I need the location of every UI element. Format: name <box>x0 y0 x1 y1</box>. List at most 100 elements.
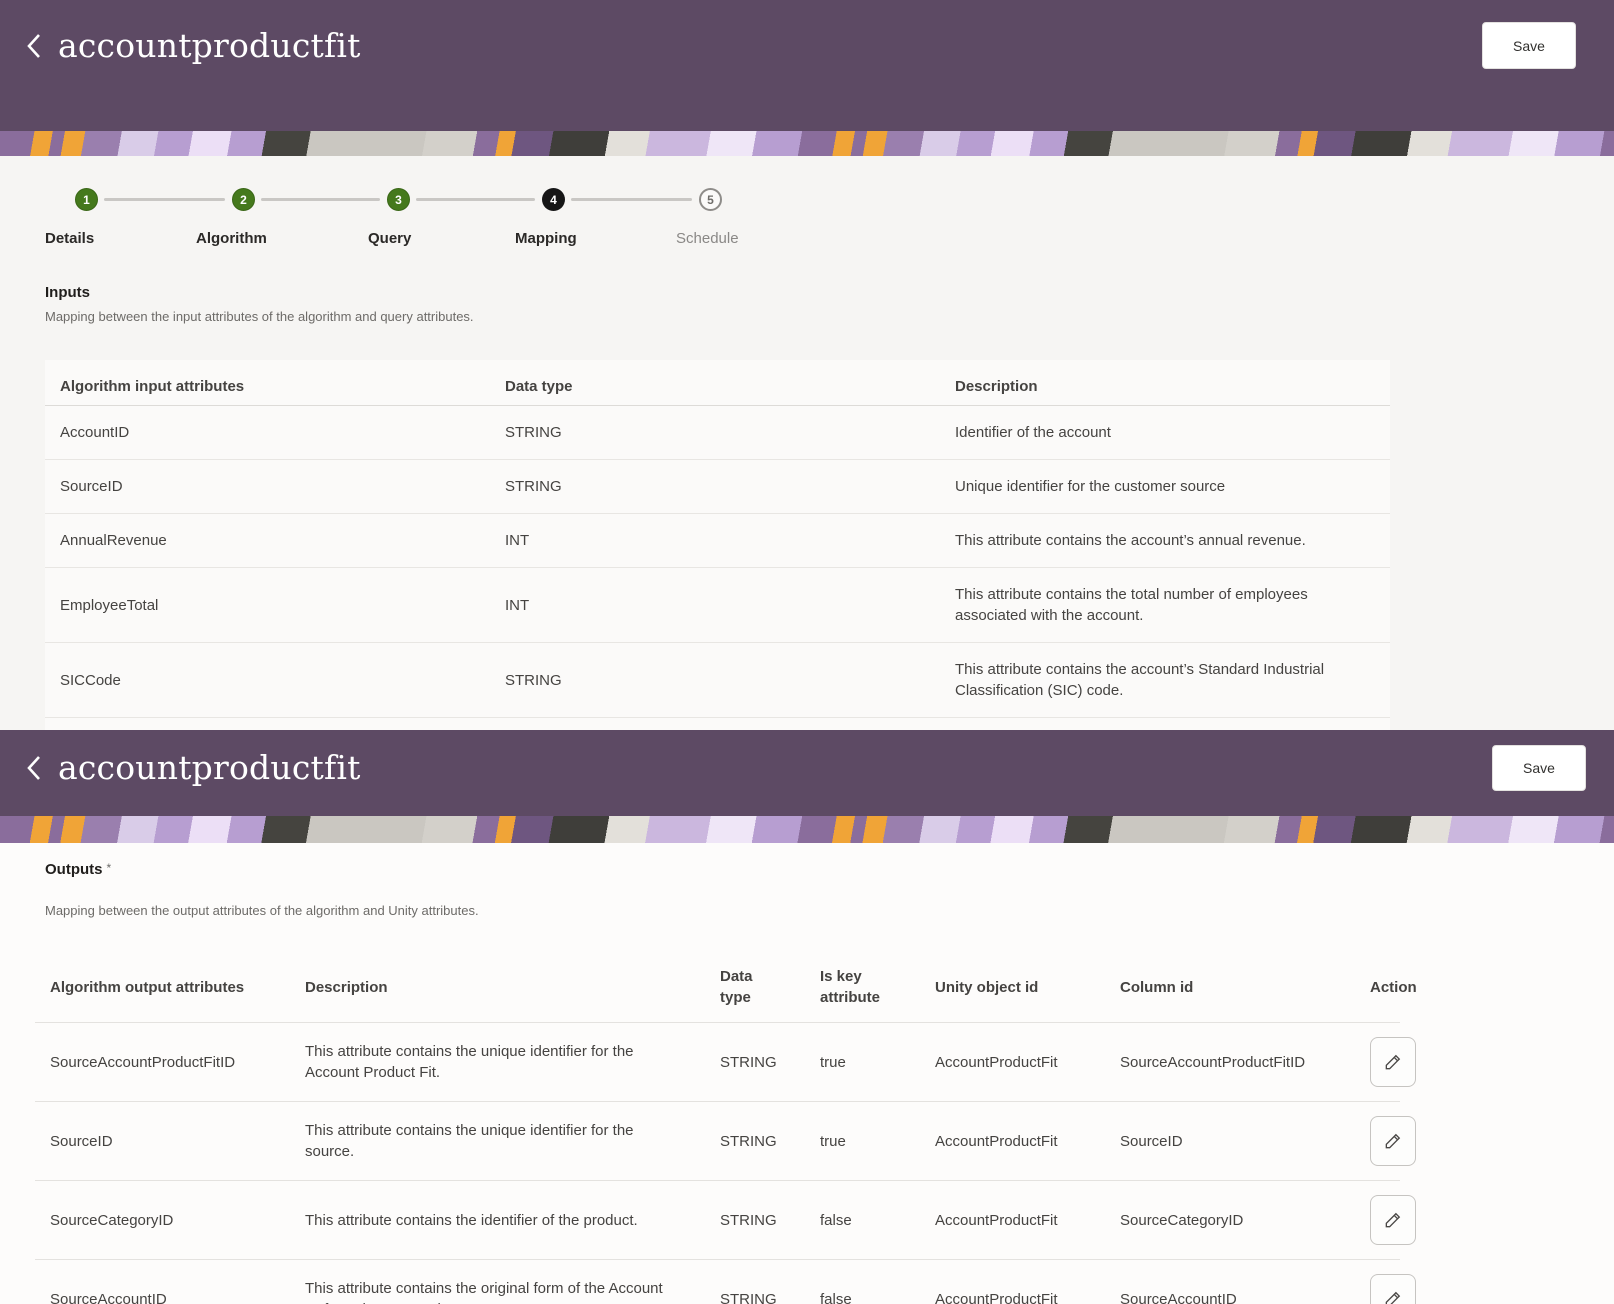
output-is-key: true <box>820 1132 846 1150</box>
table-row: AccountID STRING Identifier of the accou… <box>45 406 1390 460</box>
column-header-column-id: Column id <box>1120 978 1194 996</box>
output-is-key: true <box>820 1053 846 1071</box>
inputs-table-header: Algorithm input attributes Data type Des… <box>45 360 1390 406</box>
pencil-icon <box>1385 1212 1401 1228</box>
step-4-number: 4 <box>550 192 557 207</box>
table-row: AnnualRevenue INT This attribute contain… <box>45 514 1390 568</box>
step-label-algorithm: Algorithm <box>196 230 267 247</box>
edit-mapping-button[interactable] <box>1370 1037 1416 1087</box>
input-attribute: SourceID <box>60 478 123 495</box>
decorative-pattern-strip <box>0 131 1614 156</box>
output-is-key: false <box>820 1290 852 1304</box>
output-column-id: SourceAccountID <box>1120 1290 1237 1304</box>
step-connector <box>416 198 535 201</box>
output-data-type: STRING <box>720 1053 777 1071</box>
output-column-id: SourceID <box>1120 1132 1183 1150</box>
output-description: This attribute contains the identifier o… <box>305 1211 638 1229</box>
input-attribute: EmployeeTotal <box>60 596 159 614</box>
output-is-key: false <box>820 1211 852 1229</box>
column-header-unity-object-id: Unity object id <box>935 978 1039 996</box>
app-header-top: accountproductfit Save <box>0 0 1614 131</box>
app-header-bottom: accountproductfit Save <box>0 730 1614 816</box>
outputs-table: Algorithm output attributes Description … <box>35 952 1417 1304</box>
inputs-section-subtitle: Mapping between the input attributes of … <box>45 309 474 324</box>
step-4-circle[interactable]: 4 <box>542 188 565 211</box>
back-icon[interactable] <box>26 753 44 783</box>
edit-mapping-button[interactable] <box>1370 1116 1416 1166</box>
input-data-type: INT <box>505 532 530 549</box>
table-row: SourceAccountProductFitID This attribute… <box>35 1023 1416 1102</box>
input-data-type: INT <box>505 596 530 614</box>
inputs-table: Algorithm input attributes Data type Des… <box>45 360 1390 718</box>
output-data-type: STRING <box>720 1290 777 1304</box>
step-1-circle[interactable]: 1 <box>75 188 98 211</box>
input-data-type: STRING <box>505 671 562 689</box>
required-asterisk: * <box>106 861 112 875</box>
input-attribute: AccountID <box>60 424 130 441</box>
pencil-icon <box>1385 1291 1401 1304</box>
table-row: SourceID This attribute contains the uni… <box>35 1102 1416 1181</box>
input-description: This attribute contains the total number… <box>955 586 1308 624</box>
input-data-type: STRING <box>505 478 562 495</box>
edit-mapping-button[interactable] <box>1370 1274 1416 1304</box>
column-header-is-key-attribute: Is key attribute <box>820 968 880 1006</box>
output-unity-object-id: AccountProductFit <box>935 1053 1058 1071</box>
step-3-number: 3 <box>395 192 402 207</box>
edit-mapping-button[interactable] <box>1370 1195 1416 1245</box>
step-label-schedule: Schedule <box>676 230 739 247</box>
column-header-algorithm-output-attributes: Algorithm output attributes <box>50 978 245 996</box>
output-column-id: SourceAccountProductFitID <box>1120 1053 1306 1071</box>
output-description: This attribute contains the original for… <box>305 1280 663 1304</box>
step-2-circle[interactable]: 2 <box>232 188 255 211</box>
column-header-data-type: Data type <box>505 378 573 395</box>
pencil-icon <box>1385 1054 1401 1070</box>
outputs-section-title: Outputs <box>45 861 103 878</box>
output-attribute: SourceAccountID <box>50 1290 167 1304</box>
step-label-query: Query <box>368 230 412 247</box>
back-icon[interactable] <box>26 31 44 61</box>
column-header-description: Description <box>305 978 388 996</box>
input-attribute: AnnualRevenue <box>60 532 167 549</box>
step-5-number: 5 <box>707 192 714 207</box>
outputs-step-content: Outputs * Mapping between the output attr… <box>0 843 1614 1304</box>
output-description: This attribute contains the unique ident… <box>305 1122 634 1160</box>
step-connector <box>261 198 380 201</box>
input-description: This attribute contains the account’s an… <box>955 532 1306 549</box>
inputs-section-title: Inputs <box>45 284 90 301</box>
pencil-icon <box>1385 1133 1401 1149</box>
step-1-number: 1 <box>83 192 90 207</box>
input-description: Identifier of the account <box>955 424 1111 441</box>
input-description: Unique identifier for the customer sourc… <box>955 478 1226 495</box>
step-connector <box>571 198 692 201</box>
decorative-pattern-strip <box>0 816 1614 843</box>
input-data-type: STRING <box>505 424 562 441</box>
column-header-action: Action <box>1370 978 1417 996</box>
save-button[interactable]: Save <box>1492 745 1586 791</box>
wizard-stepper: 1 2 3 4 5 Details Algorithm Query Mappin… <box>0 156 1614 256</box>
table-row: SICCode STRING This attribute contains t… <box>45 643 1390 718</box>
step-5-circle[interactable]: 5 <box>699 188 722 211</box>
step-3-circle[interactable]: 3 <box>387 188 410 211</box>
step-2-number: 2 <box>240 192 247 207</box>
output-attribute: SourceCategoryID <box>50 1211 174 1229</box>
column-header-data-type: Data type <box>720 968 753 1006</box>
output-unity-object-id: AccountProductFit <box>935 1132 1058 1150</box>
step-label-mapping: Mapping <box>515 230 577 247</box>
output-unity-object-id: AccountProductFit <box>935 1290 1058 1304</box>
output-attribute: SourceAccountProductFitID <box>50 1053 236 1071</box>
output-column-id: SourceCategoryID <box>1120 1211 1244 1229</box>
output-attribute: SourceID <box>50 1132 113 1150</box>
step-connector <box>104 198 225 201</box>
table-row: SourceCategoryID This attribute contains… <box>35 1181 1416 1260</box>
output-unity-object-id: AccountProductFit <box>935 1211 1058 1229</box>
table-row: SourceAccountID This attribute contains … <box>35 1260 1416 1304</box>
mapping-step-content: 1 2 3 4 5 Details Algorithm Query Mappin… <box>0 156 1614 734</box>
input-attribute: SICCode <box>60 671 121 689</box>
outputs-section-subtitle: Mapping between the output attributes of… <box>45 903 479 918</box>
save-button[interactable]: Save <box>1482 22 1576 69</box>
output-description: This attribute contains the unique ident… <box>305 1043 634 1081</box>
page-title: accountproductfit <box>58 26 361 65</box>
step-label-details: Details <box>45 230 95 247</box>
column-header-algorithm-input-attributes: Algorithm input attributes <box>60 378 245 395</box>
column-header-description: Description <box>955 378 1038 395</box>
